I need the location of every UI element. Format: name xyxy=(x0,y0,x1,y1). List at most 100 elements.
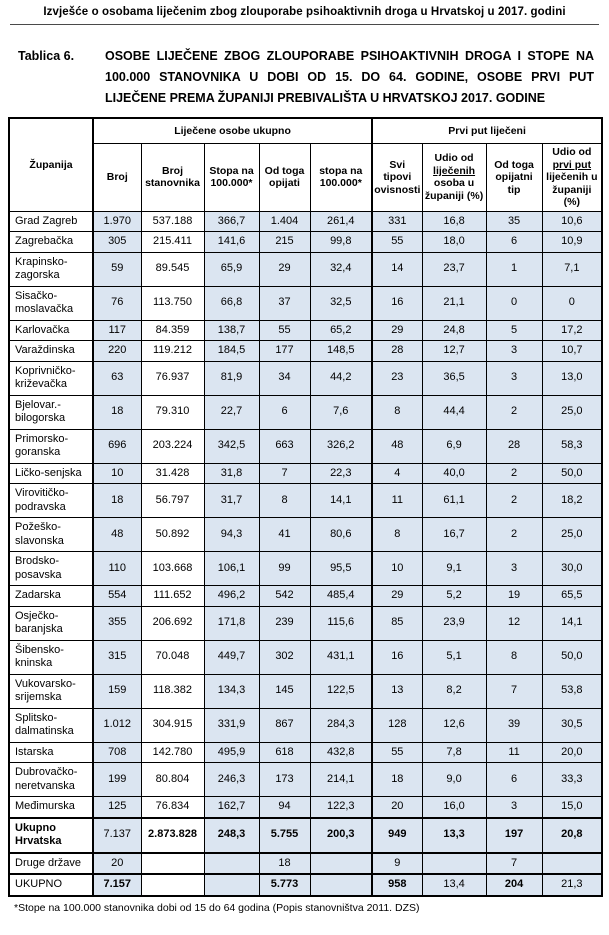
county-cell: Splitsko-dalmatinska xyxy=(8,707,94,743)
county-cell: Međimurska xyxy=(8,796,94,818)
value-cell: 1.404 xyxy=(258,210,311,232)
value-cell: 485,4 xyxy=(309,585,374,607)
value-cell: 5,1 xyxy=(421,639,487,675)
value-cell: 29 xyxy=(371,585,423,607)
value-cell xyxy=(140,851,205,875)
value-cell: 3 xyxy=(485,796,543,818)
col-header-broj: Broj xyxy=(92,143,142,212)
value-cell: 246,3 xyxy=(203,762,260,797)
value-cell: 18 xyxy=(92,483,142,518)
value-cell: 214,1 xyxy=(309,762,374,797)
value-cell: 84.359 xyxy=(140,319,205,341)
header-text: Broj xyxy=(106,171,128,183)
value-cell: 81,9 xyxy=(203,360,260,396)
value-cell: 7.157 xyxy=(92,873,142,896)
value-cell: 99,8 xyxy=(309,231,374,253)
value-cell: 55 xyxy=(371,231,423,253)
value-cell: 31,8 xyxy=(203,462,260,484)
value-cell: 432,8 xyxy=(309,741,374,763)
col-header-od-toga-opijatni-tip: Od toga opijatni tip xyxy=(485,143,543,212)
value-cell: 696 xyxy=(92,428,142,464)
value-cell: 44,4 xyxy=(421,394,487,430)
value-cell: 3 xyxy=(485,340,543,362)
value-cell: 16,0 xyxy=(421,796,487,818)
value-cell: 11 xyxy=(485,741,543,763)
value-cell: 94 xyxy=(258,796,311,818)
value-cell: 125 xyxy=(92,796,142,818)
document-title: Izvješće o osobama liječenim zbog zloupo… xyxy=(43,6,566,18)
county-cell: Primorsko-goranska xyxy=(8,428,94,464)
value-cell: 138,7 xyxy=(203,319,260,341)
value-cell: 203.224 xyxy=(140,428,205,464)
table-row: Sisačko-moslavačka 76 113.750 66,8 37 32,5 16 2… xyxy=(8,285,603,321)
value-cell: 305 xyxy=(92,231,142,253)
value-cell: 537.188 xyxy=(140,210,205,232)
table-row: Šibensko-kninska 315 70.048 449,7 302 431,1 16… xyxy=(8,639,603,675)
table-row: Istarska 708 142.780 495,9 618 432,8 55 7,8 11 20… xyxy=(8,741,603,763)
county-cell: Koprivničko-križevačka xyxy=(8,360,94,396)
value-cell: 495,9 xyxy=(203,741,260,763)
value-cell: 20 xyxy=(92,851,142,875)
value-cell: 315 xyxy=(92,639,142,675)
value-cell: 206.692 xyxy=(140,605,205,641)
value-cell: 239 xyxy=(258,605,311,641)
value-cell: 32,5 xyxy=(309,285,374,321)
value-cell: 261,4 xyxy=(309,210,374,232)
value-cell: 31.428 xyxy=(140,462,205,484)
value-cell: 66,8 xyxy=(203,285,260,321)
value-cell: 9 xyxy=(371,851,423,875)
header-text: Od toga opijatni tip xyxy=(494,158,534,196)
value-cell: 5 xyxy=(485,319,543,341)
value-cell: 23 xyxy=(371,360,423,396)
header-text: osoba u županiji (%) xyxy=(424,177,484,202)
col-header-od-toga-opijati: Od toga opijati xyxy=(258,143,311,212)
value-cell: 29 xyxy=(258,251,311,287)
value-cell: 99 xyxy=(258,551,311,586)
value-cell: 13,4 xyxy=(421,873,487,896)
value-cell: 7 xyxy=(485,673,543,709)
table-row: Grad Zagreb 1.970 537.188 366,7 1.404 261,4 33… xyxy=(8,210,603,232)
value-cell: 7.137 xyxy=(92,816,142,853)
value-cell: 14,1 xyxy=(309,483,374,518)
value-cell: 162,7 xyxy=(203,796,260,818)
value-cell: 18 xyxy=(258,851,311,875)
value-cell: 958 xyxy=(371,873,423,896)
value-cell: 12,7 xyxy=(421,340,487,362)
county-cell: Karlovačka xyxy=(8,319,94,341)
value-cell: 1.970 xyxy=(92,210,142,232)
value-cell: 76.834 xyxy=(140,796,205,818)
value-cell: 106,1 xyxy=(203,551,260,586)
county-cell: Zadarska xyxy=(8,585,94,607)
value-cell: 302 xyxy=(258,639,311,675)
table-row: Zadarska 554 111.652 496,2 542 485,4 29 5,2 19 65… xyxy=(8,585,603,607)
value-cell: 95,5 xyxy=(309,551,374,586)
value-cell: 50,0 xyxy=(541,639,603,675)
table-row: Krapinsko-zagorska 59 89.545 65,9 29 32,4 14 23… xyxy=(8,251,603,287)
table-caption-text: OSOBE LIJEČENE ZBOG ZLOUPORABE PSIHOAKTI… xyxy=(105,49,594,105)
value-cell: 1 xyxy=(485,251,543,287)
table-caption-label: Tablica 6. xyxy=(18,49,75,63)
county-cell: Virovitičko-podravska xyxy=(8,483,94,518)
value-cell: 25,0 xyxy=(541,517,603,552)
table-row: Međimurska 125 76.834 162,7 94 122,3 20 16,0 3 15… xyxy=(8,796,603,818)
value-cell: 79.310 xyxy=(140,394,205,430)
value-cell: 11 xyxy=(371,483,423,518)
table-row: Osječko-baranjska 355 206.692 171,8 239 115,6… xyxy=(8,605,603,641)
county-cell: Sisačko-moslavačka xyxy=(8,285,94,321)
value-cell: 20,0 xyxy=(541,741,603,763)
value-cell: 48 xyxy=(371,428,423,464)
county-cell: Varaždinska xyxy=(8,340,94,362)
col-header-broj-stanovnika: Broj stanovnika xyxy=(140,143,205,212)
table-row: Virovitičko-podravska 18 56.797 31,7 8 14,1 11… xyxy=(8,483,603,518)
value-cell: 28 xyxy=(485,428,543,464)
value-cell: 449,7 xyxy=(203,639,260,675)
value-cell: 118.382 xyxy=(140,673,205,709)
value-cell: 15,0 xyxy=(541,796,603,818)
value-cell: 28 xyxy=(371,340,423,362)
value-cell: 1.012 xyxy=(92,707,142,743)
county-cell: Ukupno Hrvatska xyxy=(8,816,94,853)
header-group-row: Županija Liječene osobe ukupno Prvi put li… xyxy=(8,117,603,212)
value-cell xyxy=(309,873,374,896)
value-cell: 59 xyxy=(92,251,142,287)
value-cell: 30,0 xyxy=(541,551,603,586)
